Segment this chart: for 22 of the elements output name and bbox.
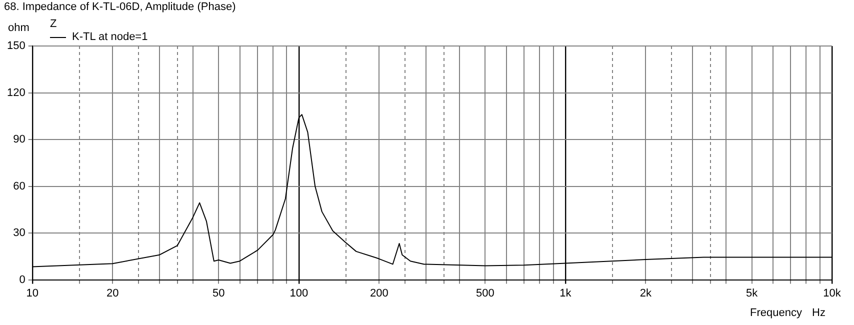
chart-title: 68. Impedance of K-TL-06D, Amplitude (Phase): [4, 1, 236, 13]
x-axis-title: Frequency: [750, 307, 802, 319]
legend-label: K-TL at node=1: [72, 31, 148, 43]
x-tick-label: 100: [290, 287, 308, 300]
y-tick-label: 0: [19, 274, 26, 286]
legend-title: Z: [50, 18, 57, 30]
y-tick-label: 120: [6, 86, 26, 99]
x-tick-label: 200: [370, 287, 388, 300]
text: Hz: [812, 307, 826, 319]
x-tick-label: 1k: [560, 287, 572, 300]
x-tick-label: 20: [106, 287, 119, 300]
x-tick-label: 500: [476, 287, 494, 300]
y-tick-label: 90: [13, 134, 26, 146]
y-tick-label: 60: [13, 180, 26, 192]
y-tick-label: 150: [6, 40, 26, 52]
y-tick-label: 30: [13, 227, 26, 240]
x-tick-label: 50: [212, 287, 225, 300]
x-tick-label: 2k: [640, 287, 652, 300]
x-tick-label: 5k: [746, 287, 758, 300]
x-tick-label: 10: [26, 287, 38, 300]
x-tick-label: 10k: [823, 287, 842, 300]
y-axis-title: ohm: [8, 22, 30, 34]
